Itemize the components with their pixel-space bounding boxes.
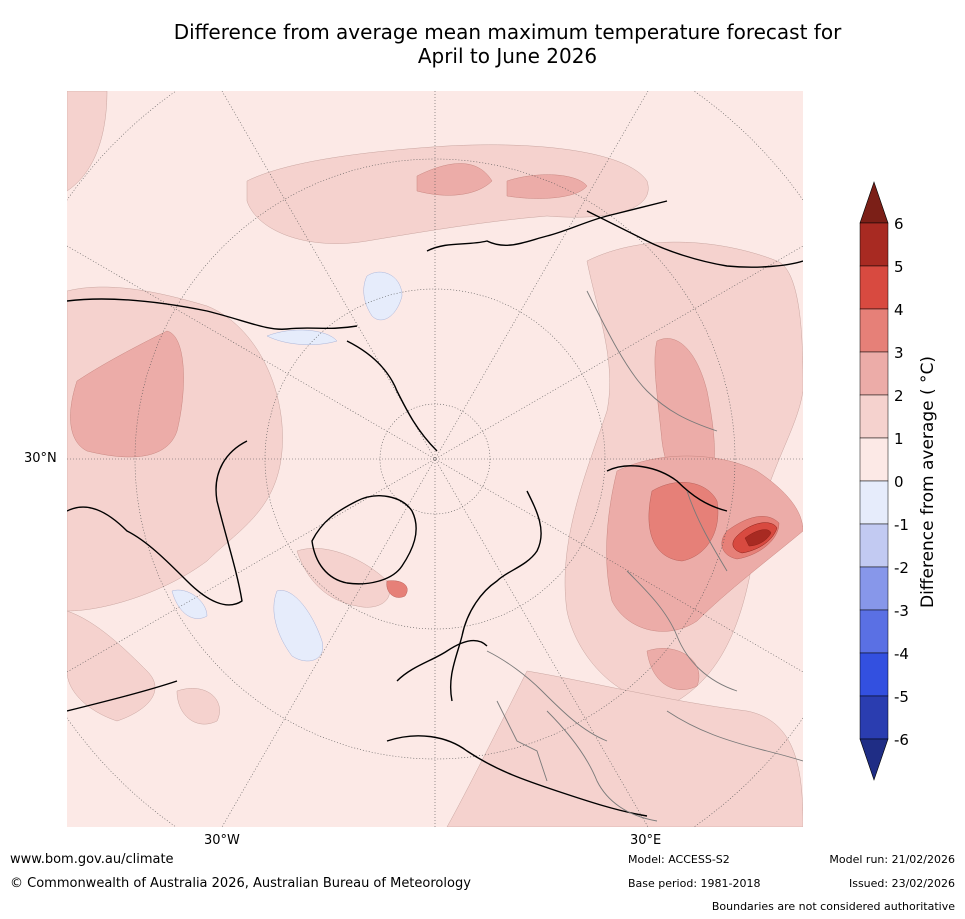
colorbar-tick-3: 3 <box>894 344 904 362</box>
colorbar-band-neg1-2 <box>859 523 889 568</box>
colorbar-tick-0: 0 <box>894 473 904 491</box>
colorbar <box>858 180 890 782</box>
colorbar-tick-neg6: -6 <box>894 731 909 749</box>
colorbar-band-5-6 <box>859 222 889 267</box>
graticule <box>67 91 803 827</box>
colorbar-title: Difference from average ( °C) <box>918 355 938 609</box>
colorbar-tick-2: 2 <box>894 387 904 405</box>
latitude-label-30n: 30°N <box>24 451 57 466</box>
coastlines <box>67 200 803 817</box>
longitude-label-30w: 30°W <box>204 833 240 848</box>
colorbar-band-neg5-6 <box>859 695 889 740</box>
anomaly-band-neg <box>171 271 403 662</box>
colorbar-tick-1: 1 <box>894 430 904 448</box>
footer-url[interactable]: www.bom.gov.au/climate <box>10 852 174 867</box>
map-canvas <box>67 91 803 827</box>
colorbar-tick-neg5: -5 <box>894 688 909 706</box>
footer-issued: Issued: 23/02/2026 <box>848 877 955 890</box>
colorbar-band-1-2 <box>859 394 889 439</box>
colorbar-tick-neg2: -2 <box>894 559 909 577</box>
colorbar-tick-6: 6 <box>894 215 904 233</box>
colorbar-tick-neg1: -1 <box>894 516 909 534</box>
colorbar-tick-5: 5 <box>894 258 904 276</box>
colorbar-band-neg0-1 <box>859 480 889 525</box>
colorbar-band-3-4 <box>859 308 889 353</box>
footer-disclaimer: Boundaries are not considered authoritat… <box>711 900 955 913</box>
colorbar-tick-4: 4 <box>894 301 904 319</box>
colorbar-band-neg4-5 <box>859 652 889 697</box>
longitude-label-30e: 30°E <box>630 833 662 848</box>
forecast-map[interactable] <box>67 91 803 827</box>
colorbar-band-neg2-3 <box>859 566 889 611</box>
footer-copyright: © Commonwealth of Australia 2026, Austra… <box>10 876 471 891</box>
colorbar-graphic <box>859 181 889 781</box>
footer-model: Model: ACCESS-S2 <box>628 853 730 866</box>
colorbar-band-neg3-4 <box>859 609 889 654</box>
footer-base-period: Base period: 1981-2018 <box>628 877 761 890</box>
title-line-2: April to June 2026 <box>417 44 598 68</box>
chart-title: Difference from average mean maximum tem… <box>60 20 955 68</box>
colorbar-band-4-5 <box>859 265 889 310</box>
colorbar-band-0-1 <box>859 437 889 482</box>
title-line-1: Difference from average mean maximum tem… <box>173 20 842 44</box>
borders <box>486 290 803 822</box>
colorbar-tick-neg4: -4 <box>894 645 909 663</box>
colorbar-tick-neg3: -3 <box>894 602 909 620</box>
colorbar-min-arrow <box>859 738 889 781</box>
colorbar-max-arrow <box>859 181 889 224</box>
anomaly-band-4-6 <box>732 522 778 554</box>
colorbar-band-2-3 <box>859 351 889 396</box>
footer-model-run: Model run: 21/02/2026 <box>829 853 955 866</box>
